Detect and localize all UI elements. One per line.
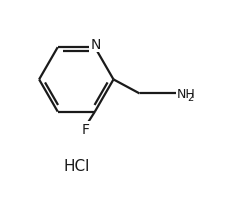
Text: HCl: HCl — [63, 159, 89, 173]
Text: N: N — [90, 37, 101, 51]
Text: F: F — [82, 122, 90, 136]
Text: 2: 2 — [188, 93, 194, 103]
Text: NH: NH — [177, 87, 195, 100]
